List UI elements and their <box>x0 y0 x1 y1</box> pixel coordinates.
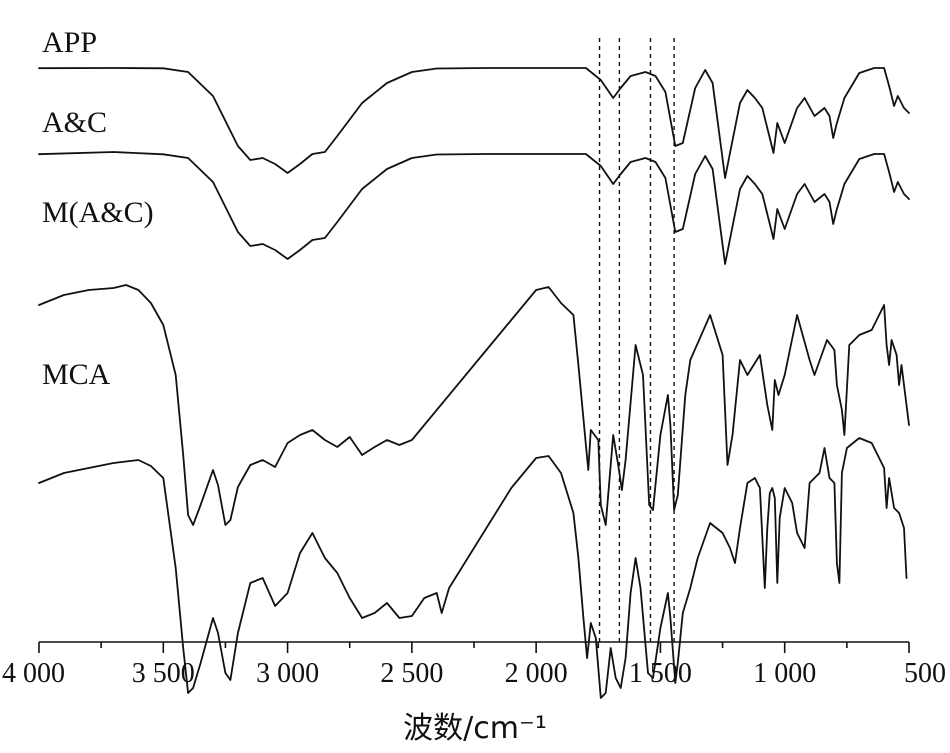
x-tick-label: 1 500 <box>629 658 692 689</box>
series-label-mac: M(A&C) <box>42 196 154 229</box>
x-tick-label: 4 000 <box>2 658 65 689</box>
spectrum-line-m-a-c <box>38 284 910 526</box>
spectrum-line-a-c <box>38 151 910 265</box>
x-tick-label: 3 500 <box>132 658 195 689</box>
x-tick-label: 3 000 <box>256 658 319 689</box>
series-label-mca: MCA <box>42 358 111 391</box>
series-label-app: APP <box>42 26 97 59</box>
x-tick-label: 500 <box>904 658 946 689</box>
x-axis-title: 波数/cm⁻¹ <box>403 711 547 746</box>
spectrum-curves <box>38 67 910 699</box>
x-axis-ticks: 4 000 3 500 3 000 2 500 2 000 1 500 1 000 500 <box>2 642 946 689</box>
spectrum-line-mca <box>38 437 908 699</box>
x-tick-label: 1 000 <box>753 658 816 689</box>
series-label-ac: A&C <box>42 106 107 139</box>
dashed-marker-lines <box>598 38 675 642</box>
x-tick-label: 2 000 <box>505 658 568 689</box>
spectrum-line-app <box>38 67 910 179</box>
x-tick-label: 2 500 <box>380 658 443 689</box>
